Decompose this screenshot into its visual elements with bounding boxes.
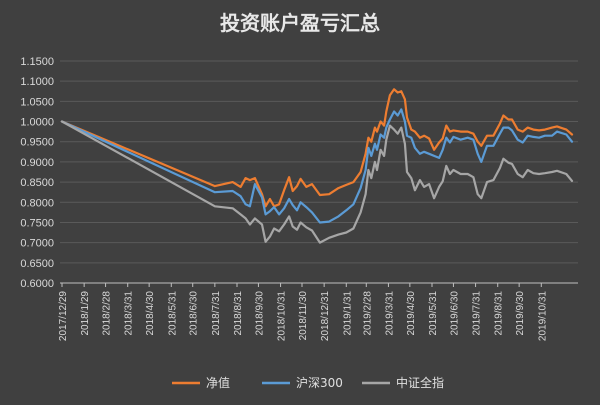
series-line-2 — [60, 108, 574, 224]
x-tick-label: 2018/8/31 — [233, 291, 244, 336]
y-tick-label: 0.9500 — [20, 137, 54, 149]
legend-label-1: 净值 — [206, 375, 230, 390]
x-tick-label: 2018/12/31 — [320, 291, 331, 341]
x-tick-label: 2018/2/28 — [102, 291, 113, 336]
y-axis-ticks: 0.6000 0.6500 0.7000 0.7500 0.8000 0.8500 0.90… — [20, 56, 54, 290]
x-tick-label: 2018/1/29 — [80, 291, 91, 336]
x-tick-label: 2018/6/30 — [189, 291, 200, 336]
x-axis-ticks: 2017/12/29 2018/1/29 2018/2/28 2018/3/31 201… — [58, 283, 548, 341]
y-tick-label: 1.1000 — [20, 76, 54, 88]
grid-layer — [60, 60, 578, 284]
x-tick-label: 2018/7/31 — [211, 291, 222, 336]
x-tick-label: 2019/3/31 — [384, 291, 395, 336]
legend-label-2: 沪深300 — [296, 376, 343, 390]
x-tick-label: 2019/9/30 — [515, 291, 526, 336]
y-tick-label: 0.7500 — [20, 217, 54, 229]
y-tick-label: 1.1500 — [20, 56, 54, 68]
series-line-3 — [60, 120, 574, 244]
x-tick-label: 2019/4/30 — [406, 291, 417, 336]
legend: 净值 沪深300 中证全指 — [172, 375, 444, 390]
x-tick-label: 2018/3/31 — [124, 291, 135, 336]
x-tick-label: 2019/1/31 — [342, 291, 353, 336]
y-tick-label: 0.8500 — [20, 177, 54, 189]
x-tick-label: 2019/2/28 — [362, 291, 373, 336]
y-tick-label: 0.6000 — [20, 278, 54, 290]
y-tick-label: 0.8000 — [20, 197, 54, 209]
chart-title: 投资账户盈亏汇总 — [220, 11, 380, 35]
legend-label-3: 中证全指 — [396, 375, 444, 390]
series-line-1 — [60, 88, 574, 208]
x-tick-label: 2018/10/31 — [277, 291, 288, 341]
x-tick-label: 2017/12/29 — [58, 291, 69, 341]
y-tick-label: 0.9000 — [20, 157, 54, 169]
y-tick-label: 0.7000 — [20, 238, 54, 250]
x-tick-label: 2018/5/31 — [167, 291, 178, 336]
x-tick-label: 2019/10/31 — [537, 291, 548, 341]
x-tick-label: 2019/6/30 — [449, 291, 460, 336]
y-tick-label: 1.0500 — [20, 96, 54, 108]
y-tick-label: 1.0000 — [20, 117, 54, 129]
series-layer — [60, 88, 574, 244]
x-tick-label: 2018/11/30 — [298, 291, 309, 341]
x-tick-label: 2019/8/31 — [494, 291, 505, 336]
y-tick-label: 0.6500 — [20, 258, 54, 270]
x-tick-label: 2019/5/31 — [428, 291, 439, 336]
x-tick-label: 2018/4/30 — [145, 291, 156, 336]
x-tick-label: 2019/7/31 — [472, 291, 483, 336]
x-tick-label: 2018/9/30 — [254, 291, 265, 336]
